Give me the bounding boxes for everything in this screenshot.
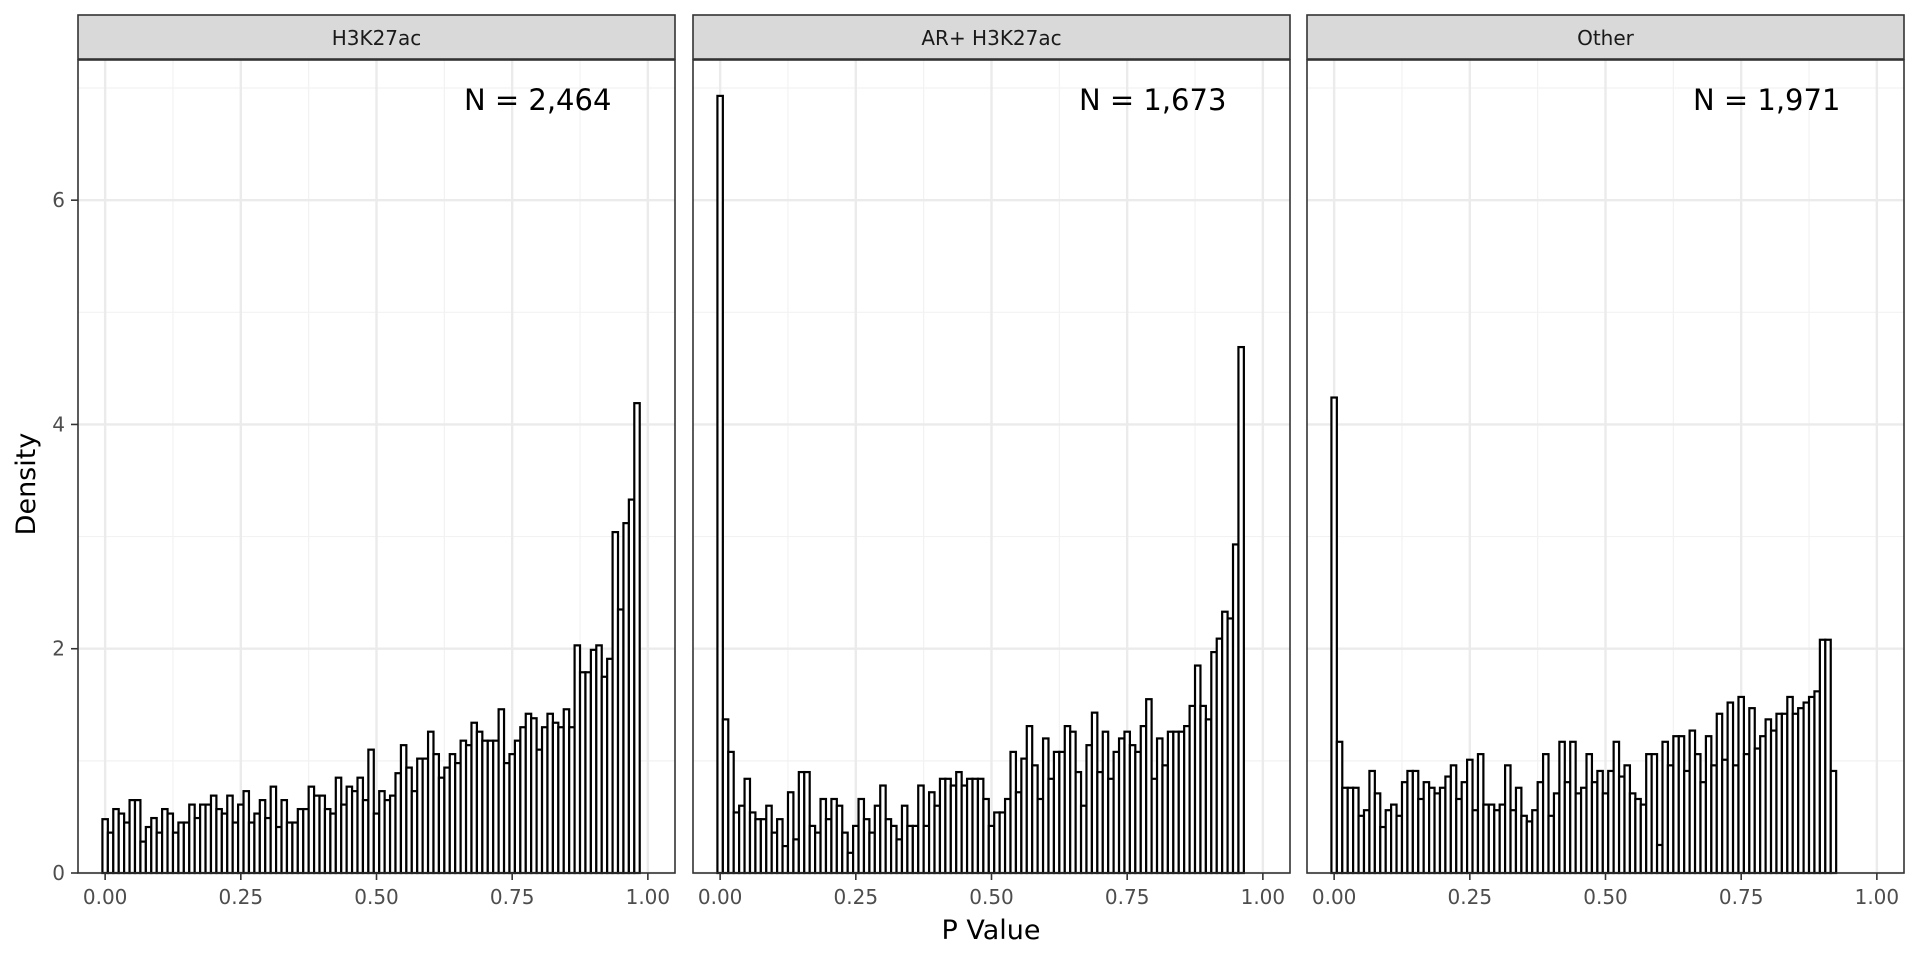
x-tick-label: 0.00 [1312,885,1357,909]
histogram-bar [1829,769,1838,875]
x-tick-label: 1.00 [626,885,671,909]
x-tick-label: 0.25 [1448,885,1493,909]
x-tick-label: 0.50 [354,885,399,909]
histogram-bars [1330,396,1838,875]
facet-strip [77,14,676,60]
y-axis: 0 2 4 6 [52,188,78,885]
y-tick-label: 6 [52,188,65,212]
y-tick-label: 4 [52,412,65,436]
facet-strip-label: H3K27ac [332,26,422,50]
x-tick-label: 0.00 [83,885,128,909]
x-tick-label: 0.75 [490,885,535,909]
x-tick-label: 0.50 [1583,885,1628,909]
x-tick-label: 1.00 [1241,885,1286,909]
x-axis-title: P Value [941,915,1040,946]
x-tick-label: 1.00 [1855,885,1900,909]
x-tick-label: 0.75 [1105,885,1150,909]
x-tick-label: 0.00 [698,885,743,909]
histogram-bars [716,94,1245,875]
facet-panel: AR+ H3K27ac N = 1,673 0.00 0.25 0.50 0.75 1.00 [692,14,1291,909]
sample-size-annotation: N = 1,971 [1693,83,1840,117]
facet-panel: H3K27ac N = 2,464 0.00 0.25 0.50 0.75 1.00 [77,14,676,909]
x-tick-label: 0.75 [1719,885,1764,909]
y-axis-title: Density [11,433,42,536]
histogram-bar [1237,345,1245,875]
facet-strip [692,14,1291,60]
facet-strip-label: Other [1577,26,1635,50]
sample-size-annotation: N = 2,464 [464,83,611,117]
facet-strip-label: AR+ H3K27ac [921,26,1061,50]
x-tick-label: 0.25 [219,885,264,909]
facet-strip [1306,14,1905,60]
sample-size-annotation: N = 1,673 [1079,83,1226,117]
y-tick-label: 2 [52,637,65,661]
facet-panel: Other N = 1,971 0.00 0.25 0.50 0.75 1.00 [1306,14,1905,909]
histogram-bar [633,402,641,875]
y-tick-label: 0 [52,861,65,885]
x-tick-label: 0.50 [969,885,1014,909]
x-tick-label: 0.25 [834,885,879,909]
